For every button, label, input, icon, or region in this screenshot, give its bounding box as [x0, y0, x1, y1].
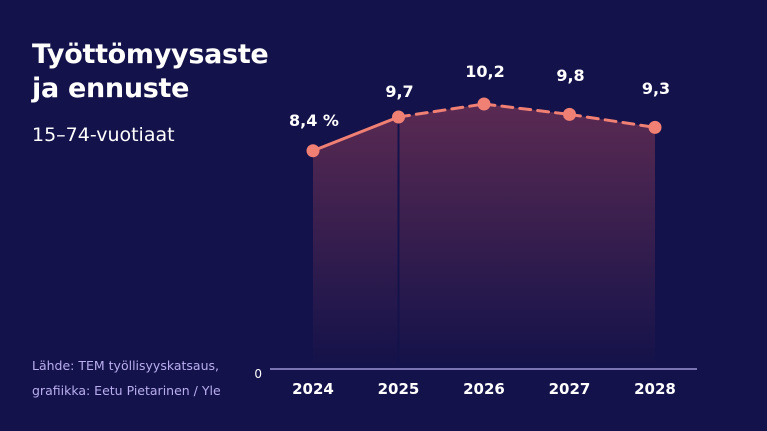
title-line-2: ja ennuste [32, 73, 190, 104]
source-line-1: Lähde: TEM työllisyyskatsaus, [32, 358, 219, 373]
source-line-2: grafiikka: Eetu Pietarinen / Yle [32, 383, 221, 398]
forecast-line-segment [482, 102, 571, 116]
data-label: 9,3 [642, 79, 670, 98]
data-point [392, 110, 405, 124]
title-line-1: Työttömyysaste [32, 39, 269, 70]
data-label: 9,8 [556, 66, 584, 85]
data-point [563, 107, 576, 121]
area-fill [313, 104, 655, 369]
x-tick-label: 2028 [634, 380, 676, 398]
x-tick-label: 2026 [463, 380, 505, 398]
actual-line-segment [311, 115, 400, 153]
data-label: 8,4 % [289, 111, 339, 130]
forecast-line-segment [397, 102, 486, 119]
x-tick-label: 2025 [378, 380, 420, 398]
data-label: 9,7 [385, 82, 413, 101]
y-tick-label: 0 [254, 367, 262, 381]
source-credit: Lähde: TEM työllisyyskatsaus, grafiikka:… [32, 353, 221, 403]
chart-title: Työttömyysaste ja ennuste [32, 38, 269, 106]
data-point [477, 97, 491, 111]
x-tick-label: 2024 [292, 380, 334, 398]
forecast-line-segment [568, 112, 657, 129]
data-label: 10,2 [465, 62, 504, 81]
data-point [306, 144, 320, 158]
chart-subtitle: 15–74-vuotiaat [32, 124, 175, 146]
x-tick-label: 2027 [549, 380, 591, 398]
data-point [648, 120, 662, 134]
